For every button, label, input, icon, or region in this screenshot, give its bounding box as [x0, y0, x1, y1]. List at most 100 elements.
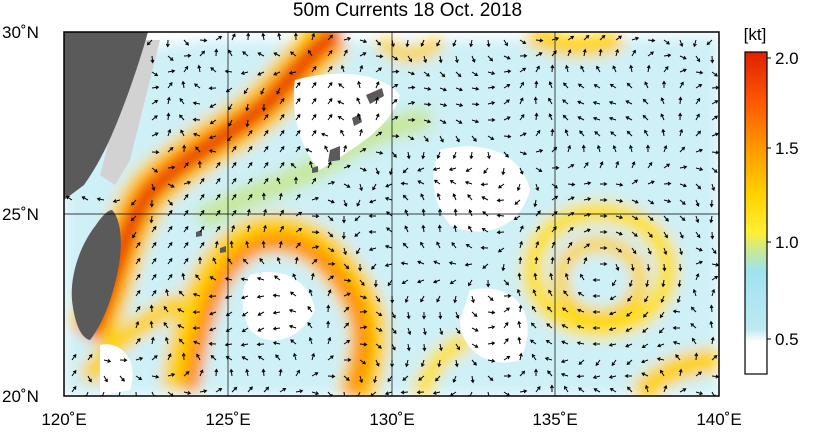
- current-arrow: [609, 295, 617, 300]
- current-arrow: [359, 375, 364, 384]
- current-arrow: [391, 55, 399, 61]
- current-arrow: [711, 167, 718, 173]
- current-arrow: [215, 35, 223, 41]
- current-arrow: [311, 97, 317, 105]
- current-arrow: [439, 103, 448, 107]
- current-arrow: [182, 144, 187, 153]
- current-arrow: [612, 279, 617, 287]
- current-arrow: [209, 103, 217, 108]
- current-arrow: [417, 180, 425, 185]
- current-arrow: [631, 199, 639, 204]
- current-arrow: [375, 113, 380, 121]
- current-arrow: [608, 342, 617, 347]
- current-arrow: [453, 208, 458, 217]
- current-arrow: [279, 387, 287, 393]
- current-arrow: [695, 260, 704, 265]
- current-arrow: [503, 151, 509, 158]
- current-arrow: [695, 391, 704, 396]
- current-arrow: [179, 97, 185, 105]
- current-arrow: [519, 167, 524, 175]
- current-arrow: [695, 97, 701, 105]
- current-arrow: [609, 83, 617, 89]
- current-arrow: [192, 326, 200, 331]
- current-arrow: [311, 65, 317, 73]
- current-arrow: [132, 231, 137, 239]
- current-arrow: [400, 181, 409, 186]
- current-arrow: [631, 49, 636, 57]
- current-arrow: [343, 164, 351, 169]
- current-arrow: [672, 325, 681, 330]
- current-arrow: [210, 67, 217, 73]
- colorbar-tick-1-0: 1.0: [775, 233, 799, 252]
- current-arrow: [464, 180, 473, 185]
- lon-label-130e: 130˚E: [369, 410, 414, 429]
- current-arrow: [517, 320, 522, 329]
- current-arrow: [432, 391, 441, 395]
- current-arrow: [181, 352, 186, 361]
- current-arrow: [615, 35, 623, 41]
- current-arrow: [531, 305, 537, 313]
- current-arrow: [531, 353, 537, 361]
- current-arrow: [644, 295, 649, 303]
- current-arrow: [167, 128, 172, 137]
- current-arrow: [375, 81, 380, 89]
- current-arrow: [481, 196, 489, 201]
- current-arrow: [592, 342, 600, 346]
- current-arrow: [503, 279, 510, 286]
- lon-label-120e: 120˚E: [41, 410, 86, 429]
- current-arrow: [209, 276, 217, 281]
- current-arrow: [245, 119, 250, 128]
- current-arrow: [437, 359, 442, 368]
- current-arrow: [711, 354, 718, 361]
- current-arrow: [199, 177, 205, 185]
- shelf-area: [100, 40, 160, 185]
- current-arrow: [487, 358, 496, 363]
- current-arrow: [567, 241, 573, 249]
- current-arrow: [279, 129, 285, 137]
- current-arrow: [260, 87, 265, 95]
- current-arrow: [503, 55, 511, 60]
- current-arrow: [592, 101, 601, 105]
- current-arrow: [577, 100, 585, 105]
- current-arrow: [340, 64, 345, 73]
- current-arrow: [615, 263, 620, 272]
- current-arrow: [421, 224, 426, 233]
- current-arrow: [423, 55, 428, 64]
- current-arrow: [404, 209, 409, 217]
- current-arrow: [151, 167, 158, 173]
- current-arrow: [471, 102, 480, 107]
- current-arrow: [261, 240, 266, 249]
- current-arrow: [112, 199, 121, 203]
- current-arrow: [279, 161, 285, 169]
- current-arrow: [103, 375, 108, 383]
- current-arrow: [151, 71, 159, 77]
- current-arrow: [455, 103, 464, 107]
- current-arrow: [327, 180, 336, 185]
- current-arrow: [560, 372, 569, 377]
- current-arrow: [338, 83, 345, 89]
- current-arrow: [641, 372, 649, 377]
- current-arrow: [663, 181, 672, 186]
- current-arrow: [229, 368, 234, 377]
- current-arrow: [596, 144, 601, 153]
- current-arrow: [327, 65, 333, 73]
- current-arrow: [647, 38, 656, 43]
- current-arrow: [263, 161, 269, 169]
- current-arrow: [519, 240, 523, 249]
- current-arrow: [359, 64, 364, 73]
- current-arrow: [436, 192, 441, 201]
- current-arrow: [626, 359, 633, 366]
- current-arrow: [183, 209, 189, 217]
- current-arrow: [279, 97, 285, 105]
- current-arrow: [257, 71, 265, 76]
- current-arrow: [151, 132, 159, 137]
- current-arrow: [486, 279, 491, 288]
- current-arrow: [208, 327, 217, 332]
- current-arrow: [656, 357, 665, 362]
- current-arrow: [292, 273, 297, 281]
- current-arrow: [679, 146, 686, 153]
- current-arrow: [676, 295, 681, 304]
- current-arrow: [246, 224, 251, 233]
- current-arrow: [384, 263, 393, 267]
- current-arrow: [711, 100, 719, 105]
